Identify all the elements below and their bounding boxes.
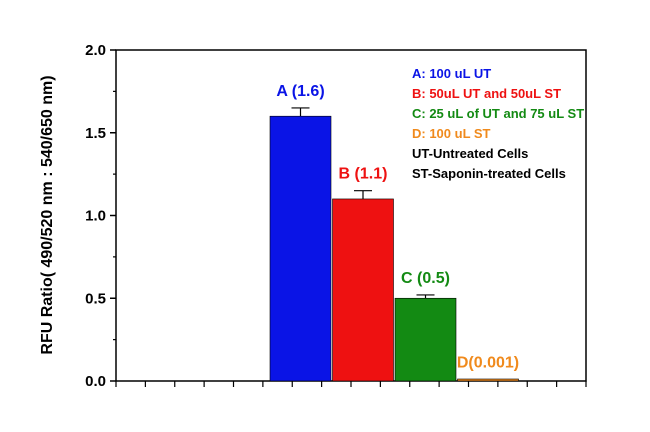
y-tick-label: 0.5 [85,290,106,307]
y-tick-label: 0.0 [85,373,106,390]
bar-D [457,378,519,382]
y-tick-label: 2.0 [85,42,106,59]
bar-label-A: A (1.6) [276,83,324,100]
y-tick-label: 1.5 [85,125,106,142]
bar-labels-group: A (1.6) B (1.1) C (0.5) D(0.001) [276,83,519,371]
bar-C [394,297,457,382]
legend: A: 100 uL UT B: 50uL UT and 50uL ST C: 25 … [412,66,584,181]
legend-entry: C: 25 uL of UT and 75 uL ST [412,106,584,121]
bar-B [332,198,394,382]
legend-entry: B: 50uL UT and 50uL ST [412,86,561,101]
legend-entry: D: 100 uL ST [412,126,491,141]
y-axis: 0.0 0.5 1.0 1.5 2.0 [85,42,116,390]
bar-label-D: D(0.001) [457,354,519,371]
bars-group [269,107,519,382]
legend-entry: A: 100 uL UT [412,66,491,81]
bar-label-C: C (0.5) [401,270,450,287]
y-axis-title: RFU Ratio( 490/520 nm : 540/650 nm) [39,75,56,354]
bar-A [269,115,332,382]
x-axis [115,381,587,387]
y-tick-label: 1.0 [85,208,106,225]
legend-entry: UT-Untreated Cells [412,146,528,161]
bar-label-B: B (1.1) [339,166,388,183]
legend-entry: ST-Saponin-treated Cells [412,166,566,181]
